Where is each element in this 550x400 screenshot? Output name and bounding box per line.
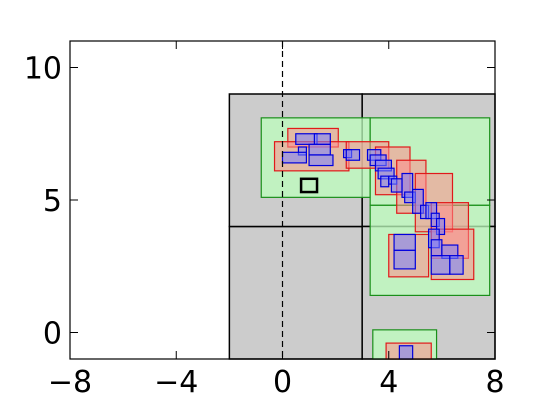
blue-box-21: [435, 217, 446, 236]
blue-box-4: [308, 143, 331, 156]
gray-region-0: [228, 225, 363, 360]
blue-box-7: [345, 149, 361, 161]
x-tick-label-4: 8: [485, 365, 504, 400]
x-tick-label-3: 4: [379, 365, 398, 400]
blue-box-12: [380, 175, 390, 188]
blue-box-26: [449, 255, 464, 275]
green-box-layer: [260, 117, 491, 360]
outline-box-layer: [299, 177, 319, 194]
y-tick-label-1: 5: [43, 184, 62, 219]
blue-box-14: [390, 178, 403, 193]
blue-box-3: [281, 151, 308, 164]
outline-box-0: [299, 177, 319, 194]
y-tick-label-0: 0: [43, 317, 62, 352]
blue-box-27: [393, 233, 416, 251]
blue-box-17: [412, 188, 424, 214]
blue-box-5: [308, 154, 334, 167]
x-tick-label-0: −8: [48, 365, 92, 400]
blue-box-28: [393, 249, 416, 270]
tick-layer: −8 −4 0 4 8 0 5 10: [24, 41, 505, 400]
x-tick-label-1: −4: [154, 365, 198, 400]
blue-box-1: [313, 133, 331, 145]
x-tick-label-2: 0: [273, 365, 292, 400]
blue-box-25: [430, 255, 451, 275]
blue-box-29: [398, 345, 414, 360]
blue-box-layer: [281, 133, 464, 360]
blue-box-23: [430, 239, 443, 257]
y-tick-label-2: 10: [24, 52, 62, 87]
